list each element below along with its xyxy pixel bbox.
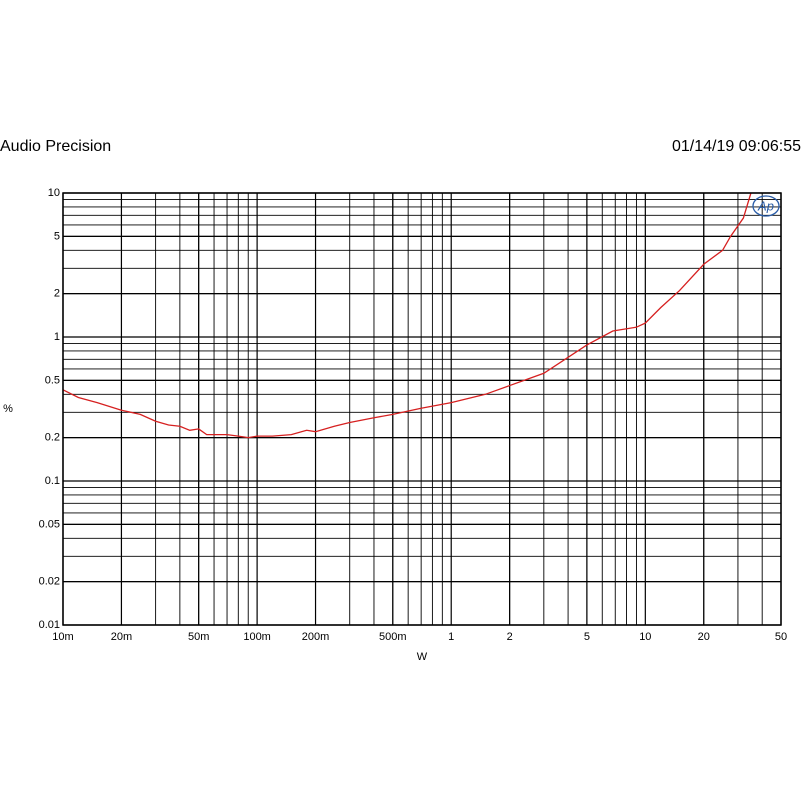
y-tick-label: 0.5 (45, 374, 60, 386)
x-tick-label: 5 (584, 631, 590, 643)
y-tick-label: 2 (54, 288, 60, 300)
plot-frame (62, 192, 782, 626)
y-tick-label: 0.2 (45, 432, 60, 444)
x-tick-label: 1 (448, 631, 454, 643)
x-tick-label: 2 (507, 631, 513, 643)
x-axis-label: W (417, 651, 428, 663)
y-tick-label: 5 (54, 230, 60, 242)
x-tick-label: 10m (52, 631, 73, 643)
y-tick-label: 0.05 (39, 518, 60, 530)
grid (62, 192, 782, 626)
x-tick-label: 20m (111, 631, 132, 643)
y-axis-label: % (3, 403, 13, 415)
y-tick-label: 0.1 (45, 475, 60, 487)
x-tick-label: 200m (302, 631, 330, 643)
plot: 0.01 0.02 0.05 0.1 0.2 0.5 1 2 5 10 10m 20m 50m 100m 2… (39, 187, 788, 643)
x-tick-label: 500m (379, 631, 407, 643)
x-tick-label: 50 (775, 631, 787, 643)
logo: Ap (757, 198, 774, 213)
x-tick-label: 20 (698, 631, 710, 643)
y-tick-label: 0.02 (39, 576, 60, 588)
x-tick-label: 100m (243, 631, 271, 643)
timestamp: 01/14/19 09:06:55 (672, 138, 801, 155)
x-tick-label: 50m (188, 631, 209, 643)
logo-ring (752, 195, 780, 217)
y-tick-label: 0.01 (39, 619, 60, 631)
y-tick-label: 1 (54, 331, 60, 343)
x-tick-label: 10 (639, 631, 651, 643)
data-line (62, 192, 752, 439)
chart-title: Audio Precision (0, 138, 111, 155)
y-tick-label: 10 (48, 187, 60, 199)
